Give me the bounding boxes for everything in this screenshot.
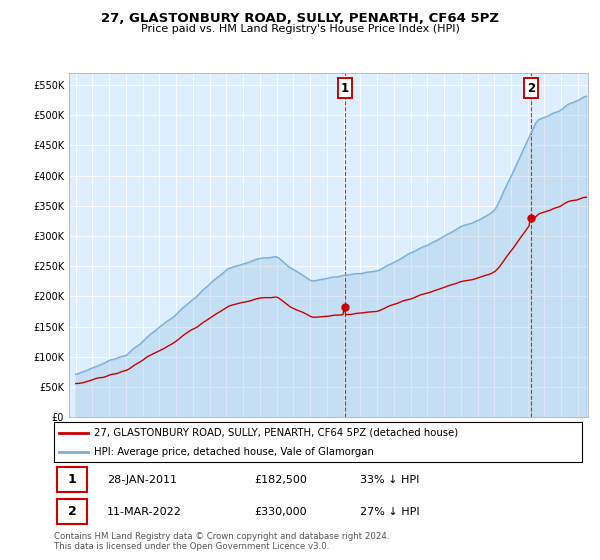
Text: Contains HM Land Registry data © Crown copyright and database right 2024.
This d: Contains HM Land Registry data © Crown c… — [54, 532, 389, 552]
Text: 27, GLASTONBURY ROAD, SULLY, PENARTH, CF64 5PZ (detached house): 27, GLASTONBURY ROAD, SULLY, PENARTH, CF… — [94, 428, 458, 437]
FancyBboxPatch shape — [56, 500, 87, 524]
Text: 1: 1 — [341, 82, 349, 95]
Text: HPI: Average price, detached house, Vale of Glamorgan: HPI: Average price, detached house, Vale… — [94, 447, 373, 457]
Text: 2: 2 — [68, 505, 76, 519]
Text: 27, GLASTONBURY ROAD, SULLY, PENARTH, CF64 5PZ: 27, GLASTONBURY ROAD, SULLY, PENARTH, CF… — [101, 12, 499, 25]
Text: 33% ↓ HPI: 33% ↓ HPI — [360, 475, 419, 484]
Text: £182,500: £182,500 — [254, 475, 308, 484]
Text: Price paid vs. HM Land Registry's House Price Index (HPI): Price paid vs. HM Land Registry's House … — [140, 24, 460, 34]
Text: 1: 1 — [68, 473, 76, 486]
Text: 11-MAR-2022: 11-MAR-2022 — [107, 507, 182, 517]
Text: 28-JAN-2011: 28-JAN-2011 — [107, 475, 177, 484]
FancyBboxPatch shape — [56, 467, 87, 492]
Text: 2: 2 — [527, 82, 535, 95]
Text: £330,000: £330,000 — [254, 507, 307, 517]
Text: 27% ↓ HPI: 27% ↓ HPI — [360, 507, 420, 517]
